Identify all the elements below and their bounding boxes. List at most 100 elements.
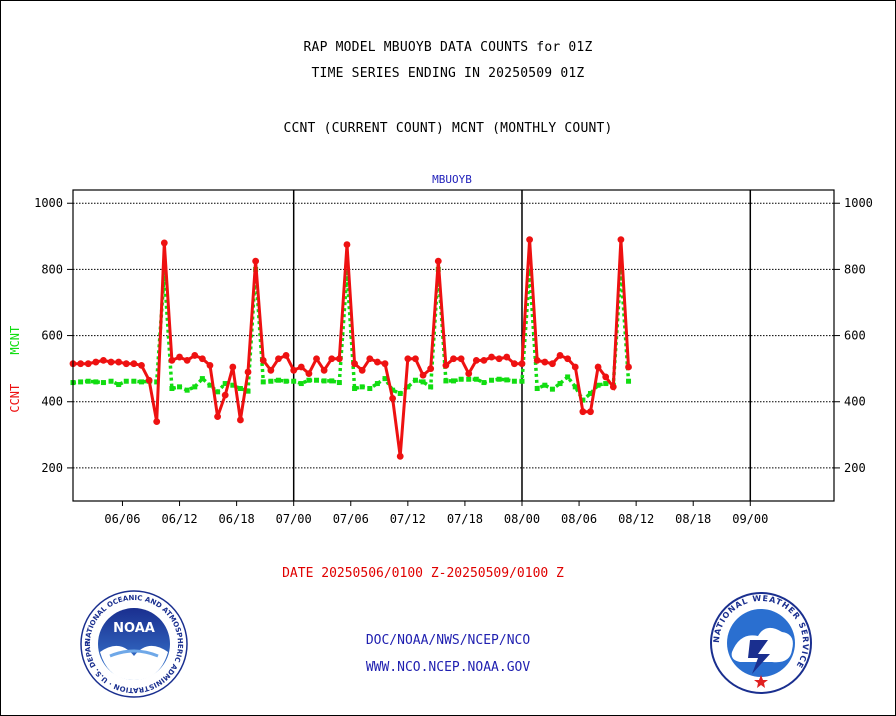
mcnt-point bbox=[352, 386, 358, 392]
ccnt-point bbox=[122, 360, 130, 368]
ccnt-series-line bbox=[73, 239, 630, 457]
x-tick-label: 06/06 bbox=[104, 512, 140, 526]
mcnt-point bbox=[222, 381, 228, 387]
ccnt-point bbox=[503, 353, 511, 361]
org-path: DOC/NOAA/NWS/NCEP/NCO bbox=[365, 633, 531, 648]
mcnt-point bbox=[511, 378, 517, 384]
mcnt-point bbox=[291, 378, 297, 384]
mcnt-point bbox=[397, 390, 403, 396]
ccnt-point bbox=[282, 352, 290, 359]
mcnt-point bbox=[580, 397, 586, 403]
ccnt-point bbox=[221, 391, 229, 399]
ccnt-point bbox=[259, 356, 267, 364]
noaa-logo-text: NOAA bbox=[113, 621, 155, 636]
x-tick-label: 08/00 bbox=[504, 512, 540, 526]
x-tick-label: 07/00 bbox=[276, 512, 312, 526]
mcnt-point bbox=[123, 378, 129, 384]
y-tick-label-right: 800 bbox=[844, 262, 866, 276]
mcnt-point bbox=[519, 378, 525, 384]
y-tick-label-left: 1000 bbox=[34, 196, 63, 210]
mcnt-point bbox=[192, 384, 198, 390]
x-tick-label: 07/12 bbox=[390, 512, 426, 526]
x-tick-label: 07/18 bbox=[447, 512, 483, 526]
ccnt-point bbox=[427, 365, 435, 373]
ccnt-point bbox=[107, 358, 115, 366]
mcnt-point bbox=[549, 386, 555, 392]
mcnt-point bbox=[481, 380, 487, 386]
ccnt-point bbox=[465, 370, 473, 378]
mcnt-point bbox=[382, 376, 388, 382]
mcnt-point bbox=[603, 381, 609, 387]
mcnt-point bbox=[542, 382, 548, 388]
date-range-label: DATE 20250506/0100 Z-20250509/0100 Z bbox=[282, 566, 564, 581]
mcnt-point bbox=[473, 376, 479, 382]
y-tick-label-right: 400 bbox=[844, 395, 866, 409]
mcnt-point bbox=[329, 378, 335, 384]
ccnt-point bbox=[518, 360, 526, 368]
mcnt-point bbox=[390, 387, 396, 393]
ccnt-point bbox=[381, 360, 389, 368]
x-tick-label: 08/12 bbox=[618, 512, 654, 526]
mcnt-point bbox=[557, 381, 563, 387]
ccnt-point bbox=[564, 355, 572, 363]
ccnt-point bbox=[571, 363, 579, 371]
ccnt-point bbox=[343, 241, 351, 248]
ccnt-point bbox=[206, 361, 214, 369]
ccnt-point bbox=[625, 363, 632, 371]
mcnt-point bbox=[78, 379, 84, 385]
ccnt-point bbox=[480, 356, 488, 364]
mcnt-point bbox=[108, 378, 114, 384]
mcnt-point bbox=[412, 377, 418, 383]
mcnt-point bbox=[458, 376, 464, 382]
mcnt-point bbox=[587, 390, 593, 396]
ccnt-point bbox=[145, 376, 153, 384]
ccnt-point bbox=[450, 355, 457, 363]
mcnt-point bbox=[314, 377, 320, 383]
y-tick-label-right: 200 bbox=[844, 461, 866, 475]
ccnt-point bbox=[328, 355, 336, 363]
mcnt-point bbox=[85, 378, 91, 384]
mcnt-point bbox=[374, 381, 380, 387]
x-tick-label: 07/06 bbox=[333, 512, 369, 526]
mcnt-point bbox=[306, 377, 312, 383]
ccnt-point bbox=[160, 239, 168, 247]
mcnt-point bbox=[504, 377, 510, 383]
mcnt-point bbox=[496, 376, 502, 382]
ccnt-point bbox=[526, 236, 533, 244]
ccnt-point bbox=[244, 368, 252, 376]
axis-layer: 200 200 400 400 600 600 800 800 1000 1000 06/06 06/… bbox=[34, 189, 873, 526]
mcnt-point bbox=[260, 379, 266, 385]
series-layer bbox=[69, 236, 632, 460]
mcnt-point bbox=[116, 382, 122, 388]
ccnt-point bbox=[389, 395, 397, 402]
y-tick-label-right: 1000 bbox=[844, 196, 873, 210]
ccnt-point bbox=[237, 416, 244, 424]
website-link[interactable]: WWW.NCO.NCEP.NOAA.GOV bbox=[365, 660, 531, 675]
ccnt-point bbox=[191, 352, 199, 359]
ccnt-point bbox=[297, 363, 305, 371]
ccnt-point bbox=[84, 360, 92, 368]
mcnt-point bbox=[100, 380, 106, 386]
mcnt-point bbox=[466, 376, 472, 382]
mcnt-point bbox=[321, 378, 327, 384]
ccnt-point bbox=[594, 363, 602, 371]
y-axis-label-mcnt: MCNT bbox=[8, 326, 22, 355]
mcnt-point bbox=[207, 382, 213, 388]
ccnt-point bbox=[396, 452, 404, 460]
ccnt-point bbox=[100, 356, 107, 364]
ccnt-point bbox=[602, 373, 610, 381]
ccnt-point bbox=[556, 352, 564, 359]
ccnt-point bbox=[153, 418, 161, 425]
ccnt-point bbox=[495, 355, 503, 363]
mcnt-point bbox=[626, 378, 632, 384]
ccnt-point bbox=[549, 360, 556, 368]
ccnt-point bbox=[419, 371, 427, 379]
grid-layer bbox=[73, 190, 834, 501]
ccnt-point bbox=[115, 358, 123, 366]
x-tick-label: 06/12 bbox=[161, 512, 197, 526]
mcnt-point bbox=[154, 379, 160, 385]
ccnt-point bbox=[92, 358, 100, 366]
panel-title: MBUOYB bbox=[432, 173, 472, 186]
y-axis-label-left: CCNT MCNT bbox=[8, 326, 22, 413]
